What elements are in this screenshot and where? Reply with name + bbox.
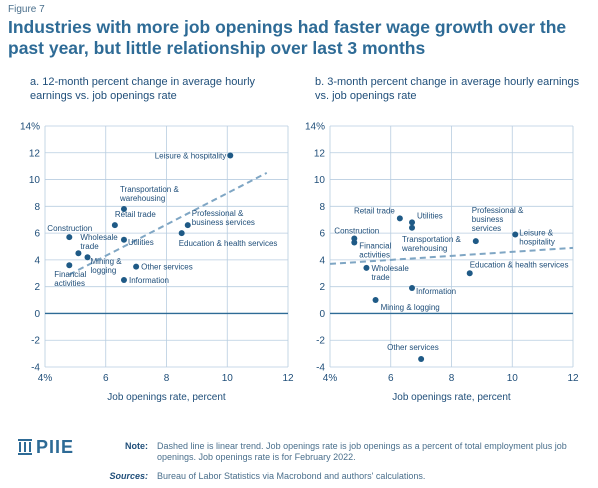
panel-b-point	[418, 355, 425, 362]
panel-b-point-label: Mining & logging	[381, 303, 440, 312]
panel-b-y-tick-label: 2	[319, 282, 325, 293]
panel-a-point-label: Wholesale trade	[80, 233, 118, 251]
panel-b-title: b. 3-month percent change in average hou…	[315, 76, 580, 102]
panel-a-point-label: Retail trade	[115, 210, 156, 219]
panel-a-y-tick-label: 2	[34, 282, 40, 293]
panel-b-point	[396, 215, 403, 222]
panel-b-y-tick-label: -4	[316, 363, 325, 374]
panel-a-point-label: Utilities	[128, 238, 154, 247]
panel-a-point-label: Leisure & hospitality	[155, 151, 227, 160]
piie-logo: PIIE	[18, 437, 74, 458]
panel-a-point	[120, 206, 127, 213]
panel-a-point	[227, 152, 234, 159]
panel-b-trend-line	[329, 246, 574, 265]
panel-b-x-tick-label: 4%	[323, 373, 338, 384]
panel-a-y-tick-label: -4	[31, 363, 40, 374]
panel-b-y-tick-label: 14%	[305, 122, 325, 133]
panel-a-y-tick-label: 8	[34, 202, 40, 213]
panel-a-x-tick-label: 6	[103, 373, 109, 384]
chart-title: Industries with more job openings had fa…	[8, 17, 567, 58]
panel-a-point-label: Transportation & warehousing	[119, 185, 180, 203]
panel-b-point	[372, 297, 379, 304]
panel-a-x-tick-label: 12	[282, 373, 294, 384]
panel-a-point-label: Financial activities	[54, 270, 86, 288]
panel-b-point	[351, 239, 358, 246]
panel-a-point	[75, 250, 82, 257]
panel-a-point	[66, 262, 73, 269]
panel-b-point-label: Leisure & hospitality	[519, 228, 555, 246]
panel-a-point-label: Professional & business services	[192, 209, 255, 227]
panel-b-y-tick-label: 12	[314, 148, 326, 159]
note-label: Note:	[125, 441, 148, 451]
panel-b-point-label: Other services	[387, 343, 439, 352]
panel-b-x-axis-label: Job openings rate, percent	[392, 392, 511, 403]
panel-b-point-label: Transportation & warehousing	[401, 235, 462, 253]
panel-b-x-tick-label: 8	[449, 373, 455, 384]
panel-b-y-tick-label: -2	[316, 336, 325, 347]
panel-a-point	[120, 236, 127, 243]
panel-b-point-label: Construction	[334, 226, 379, 235]
panel-a-trend-line	[68, 171, 268, 276]
note-text: Dashed line is linear trend. Job opening…	[157, 441, 567, 462]
panel-b-point-label: Utilities	[417, 211, 443, 220]
panel-b-point	[512, 231, 519, 238]
panel-b-point-label: Information	[416, 287, 456, 296]
panel-a-y-tick-label: 14%	[20, 122, 40, 133]
panel-a-point	[178, 230, 185, 237]
sources-text: Bureau of Labor Statistics via Macrobond…	[157, 471, 426, 481]
panel-a-point-label: Construction	[47, 224, 92, 233]
panel-a-point	[66, 234, 73, 241]
panel-a-y-tick-label: 6	[34, 229, 40, 240]
panel-a-point-label: Other services	[141, 263, 193, 272]
panel-b-point	[472, 238, 479, 245]
panel-a-x-axis-label: Job openings rate, percent	[107, 392, 226, 403]
panel-a-y-tick-label: 0	[34, 309, 40, 320]
panel-b-y-tick-label: 4	[319, 255, 325, 266]
figure-label: Figure 7	[8, 4, 45, 15]
panel-a-point-label: Information	[129, 276, 169, 285]
scatter-charts: -4 -2 0 2 4 6 8 10 12 14% 4% 6 8 10 12 Leisure & hospit…	[20, 122, 579, 404]
panel-a-point-label: Education & health services	[179, 239, 278, 248]
panel-a-point	[120, 276, 127, 283]
panel-b-point-label: Wholesale trade	[371, 264, 409, 282]
panel-b-y-tick-label: 10	[314, 175, 326, 186]
piie-pillars-icon	[18, 439, 32, 455]
panel-a-y-tick-label: 10	[29, 175, 41, 186]
panel-a-point-label: Mining & logging	[91, 257, 123, 275]
panel-a-title: a. 12-month percent change in average ho…	[30, 76, 256, 102]
sources-label: Sources:	[109, 471, 148, 481]
panel-b-y-tick-label: 8	[319, 202, 325, 213]
panel-b-point	[409, 285, 416, 292]
panel-b-point	[409, 224, 416, 231]
panel-b-point	[466, 270, 473, 277]
panel-a-point	[111, 222, 118, 229]
panel-b-y-tick-label: 6	[319, 229, 325, 240]
panel-b-x-tick-label: 12	[567, 373, 579, 384]
panel-b-point-label: Professional & business services	[472, 206, 524, 233]
panel-a-y-tick-label: 4	[34, 255, 40, 266]
panel-b-point-label: Education & health services	[470, 260, 569, 269]
panel-a-y-tick-label: 12	[29, 148, 41, 159]
panel-a-x-tick-label: 10	[222, 373, 234, 384]
panel-a-point	[133, 263, 140, 270]
panel-a-x-tick-label: 8	[164, 373, 170, 384]
panel-b-x-tick-label: 6	[388, 373, 394, 384]
panel-a-x-tick-label: 4%	[38, 373, 53, 384]
panel-b-point	[409, 219, 416, 226]
panel-b-point-label: Retail trade	[354, 206, 395, 215]
panel-b-x-tick-label: 10	[507, 373, 519, 384]
logo-text: PIIE	[36, 437, 75, 457]
panel-b-y-tick-label: 0	[319, 309, 325, 320]
panel-a-y-tick-label: -2	[31, 336, 40, 347]
panel-a-point	[184, 222, 191, 229]
panel-b-point	[363, 264, 370, 271]
panel-b-point-label: Financial activities	[359, 241, 391, 259]
panel-a-point	[84, 254, 91, 261]
